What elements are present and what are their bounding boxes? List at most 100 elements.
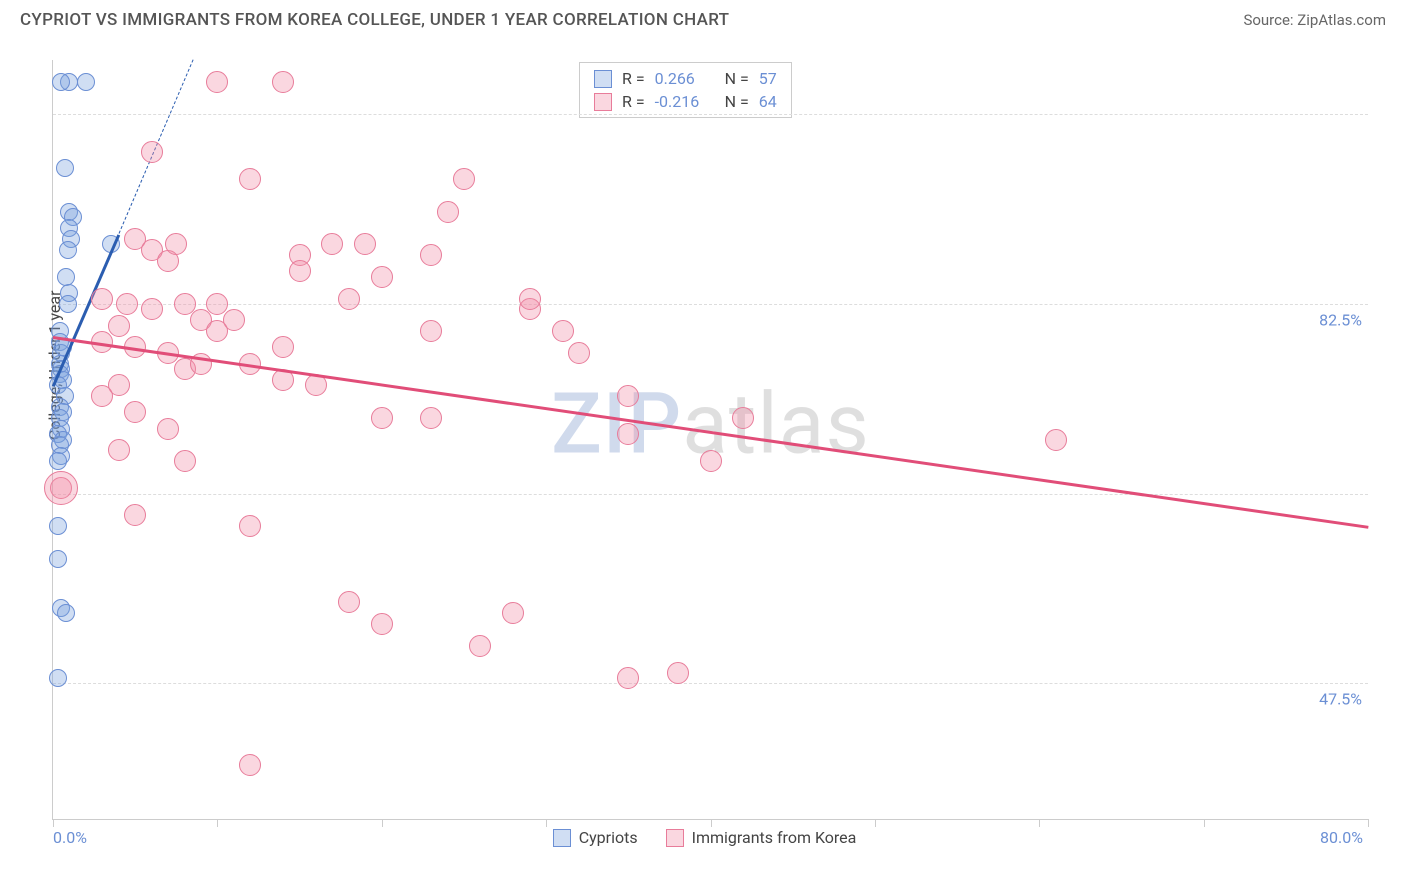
gridline — [53, 304, 1368, 305]
data-point — [174, 450, 196, 472]
data-point — [272, 71, 294, 93]
data-point — [453, 168, 475, 190]
data-point — [338, 591, 360, 613]
data-point — [141, 141, 163, 163]
x-tick — [53, 819, 54, 827]
data-point — [206, 71, 228, 93]
legend-r-value: 0.266 — [655, 69, 715, 88]
data-point — [108, 439, 130, 461]
legend-swatch — [666, 829, 684, 847]
legend-r-label: R = — [622, 69, 645, 88]
legend-r-label: R = — [622, 92, 645, 111]
data-point — [239, 515, 261, 537]
data-point — [502, 602, 524, 624]
trend-line — [53, 336, 1368, 528]
data-point — [667, 662, 689, 684]
data-point — [52, 73, 70, 91]
data-point — [49, 517, 67, 535]
data-point — [49, 669, 67, 687]
x-tick — [1039, 819, 1040, 827]
data-point — [700, 450, 722, 472]
chart-container: ZIPatlas College, Under 1 year R = 0.266… — [20, 40, 1386, 880]
gridline — [53, 494, 1368, 495]
x-tick — [546, 819, 547, 827]
gridline — [53, 683, 1368, 684]
data-point — [420, 244, 442, 266]
legend-n-label: N = — [725, 92, 749, 111]
data-point — [157, 418, 179, 440]
x-tick — [1204, 819, 1205, 827]
source-name: ZipAtlas.com — [1297, 11, 1386, 29]
x-tick-label: 80.0% — [1320, 828, 1363, 847]
data-point — [57, 604, 75, 622]
data-point — [371, 407, 393, 429]
legend-row: R = 0.266 N = 57 — [580, 67, 791, 90]
data-point — [371, 613, 393, 635]
data-point — [437, 201, 459, 223]
legend-swatch — [594, 70, 612, 88]
data-point — [420, 407, 442, 429]
data-point — [59, 295, 77, 313]
data-point — [1045, 429, 1067, 451]
data-point — [568, 342, 590, 364]
data-point — [289, 260, 311, 282]
data-point — [124, 504, 146, 526]
legend-correlations: R = 0.266 N = 57 R = -0.216 N = 64 — [579, 62, 792, 118]
data-point — [44, 471, 78, 505]
y-tick-label: 82.5% — [1319, 310, 1362, 329]
plot-area: ZIPatlas College, Under 1 year R = 0.266… — [52, 60, 1368, 820]
legend-item: Immigrants from Korea — [666, 828, 857, 847]
legend-n-value: 57 — [759, 69, 777, 88]
data-point — [77, 73, 95, 91]
data-point — [321, 233, 343, 255]
data-point — [124, 401, 146, 423]
data-point — [617, 423, 639, 445]
data-point — [732, 407, 754, 429]
data-point — [272, 336, 294, 358]
legend-row: R = -0.216 N = 64 — [580, 90, 791, 113]
legend-item: Cypriots — [553, 828, 638, 847]
x-tick — [875, 819, 876, 827]
data-point — [617, 385, 639, 407]
data-point — [420, 320, 442, 342]
x-tick — [217, 819, 218, 827]
x-tick — [382, 819, 383, 827]
legend-n-label: N = — [725, 69, 749, 88]
data-point — [469, 635, 491, 657]
x-tick-label: 0.0% — [53, 828, 87, 847]
chart-header: CYPRIOT VS IMMIGRANTS FROM KOREA COLLEGE… — [0, 0, 1406, 36]
legend-swatch — [594, 93, 612, 111]
legend-swatch — [553, 829, 571, 847]
data-point — [371, 266, 393, 288]
data-point — [91, 288, 113, 310]
data-point — [108, 315, 130, 337]
y-tick-label: 47.5% — [1319, 690, 1362, 709]
x-tick — [711, 819, 712, 827]
data-point — [519, 288, 541, 310]
data-point — [239, 168, 261, 190]
legend-series: Cypriots Immigrants from Korea — [553, 828, 857, 847]
data-point — [617, 667, 639, 689]
data-point — [206, 320, 228, 342]
data-point — [116, 293, 138, 315]
data-point — [239, 754, 261, 776]
gridline — [53, 114, 1368, 115]
legend-label: Immigrants from Korea — [692, 828, 857, 847]
data-point — [165, 233, 187, 255]
chart-source: Source: ZipAtlas.com — [1243, 11, 1386, 29]
legend-r-value: -0.216 — [655, 92, 715, 111]
source-prefix: Source: — [1243, 11, 1297, 29]
legend-label: Cypriots — [579, 828, 638, 847]
chart-title: CYPRIOT VS IMMIGRANTS FROM KOREA COLLEGE… — [20, 10, 729, 30]
data-point — [57, 268, 75, 286]
data-point — [49, 550, 67, 568]
data-point — [91, 385, 113, 407]
x-tick — [1368, 819, 1369, 827]
data-point — [59, 241, 77, 259]
data-point — [354, 233, 376, 255]
legend-n-value: 64 — [759, 92, 777, 111]
data-point — [552, 320, 574, 342]
data-point — [56, 159, 74, 177]
data-point — [141, 298, 163, 320]
data-point — [338, 288, 360, 310]
